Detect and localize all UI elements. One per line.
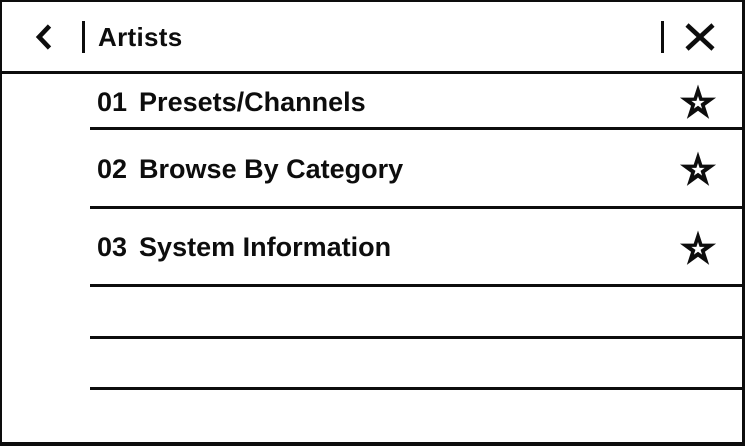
header-divider-right xyxy=(661,20,664,53)
page-title: Artists xyxy=(98,21,183,52)
favorite-star-button[interactable] xyxy=(678,150,718,188)
list-item[interactable]: 02 Browse By Category xyxy=(2,130,742,209)
list-item-number: 03 xyxy=(97,232,128,263)
header-bar: Artists xyxy=(2,2,742,74)
list-item-label: System Information xyxy=(139,232,392,263)
list-item-label: Presets/Channels xyxy=(139,86,366,117)
list-item-number: 02 xyxy=(97,153,128,184)
star-icon xyxy=(678,229,718,267)
star-icon xyxy=(678,83,718,121)
list-item[interactable]: 01 Presets/Channels xyxy=(2,74,742,130)
chevron-left-icon xyxy=(35,23,53,51)
favorite-star-button[interactable] xyxy=(678,229,718,267)
back-button[interactable] xyxy=(35,23,53,51)
close-x-icon xyxy=(683,22,717,52)
empty-row xyxy=(2,390,742,442)
menu-list: 01 Presets/Channels 02 Browse By Categor… xyxy=(2,74,742,442)
empty-row xyxy=(2,339,742,391)
favorite-star-button[interactable] xyxy=(678,83,718,121)
header-divider-left xyxy=(82,20,85,53)
list-item[interactable]: 03 System Information xyxy=(2,209,742,288)
empty-row xyxy=(2,287,742,339)
star-icon xyxy=(678,150,718,188)
list-item-label: Browse By Category xyxy=(139,153,404,184)
list-item-number: 01 xyxy=(97,86,128,117)
close-button[interactable] xyxy=(683,22,717,52)
